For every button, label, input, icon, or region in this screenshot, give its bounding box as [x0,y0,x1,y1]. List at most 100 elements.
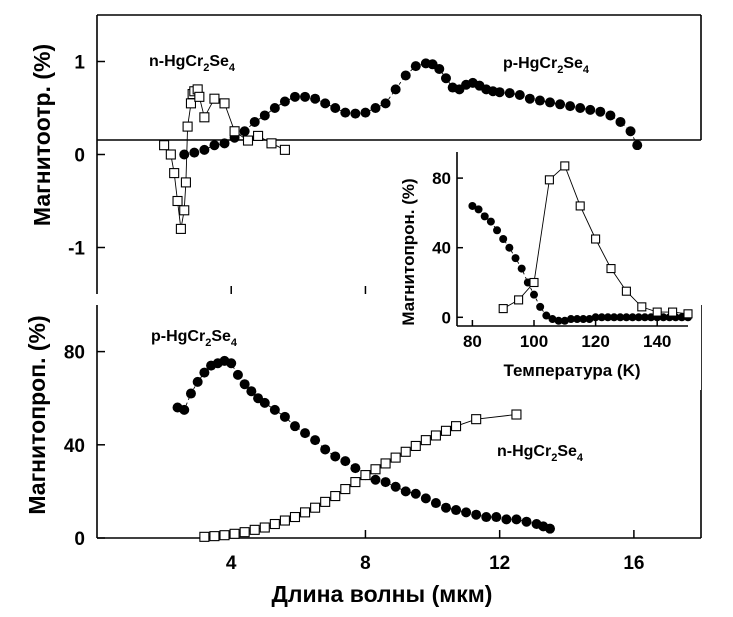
bottom-series-1-point-8 [279,515,290,526]
bottom-series-0-point-11 [246,386,257,397]
bottom-xtick-label-0: 4 [226,553,237,574]
top-series-1-point-15 [219,98,230,109]
bottom-series-1-point-25 [450,421,462,432]
top-series-1-point-14 [209,93,220,104]
bottom-series-0-point-33 [461,507,472,518]
bottom-series-0-point-9 [232,369,243,380]
bottom-series-0-point-1 [179,404,190,415]
inset-series-0-point-23 [610,313,619,322]
top-series-label-p-mid: Se [563,55,583,72]
top-series-1-point-5 [179,205,190,216]
bottom-ytick-label-1: 40 [64,436,85,457]
inset-series-0-point-0 [468,201,477,210]
inset-series-1-point-1 [514,295,524,305]
top-series-1-point-12 [194,91,205,102]
bottom-series-label-n-mid: Se [557,443,577,460]
top-series-0-point-39 [534,95,545,106]
bottom-series-0-point-26 [390,481,401,492]
bottom-series-label-p-sub1: 2 [205,337,211,349]
top-series-1-point-19 [266,138,277,149]
top-series-0-point-0 [179,149,190,160]
bottom-series-1-point-24 [440,425,452,436]
bottom-series-0-point-4 [199,367,210,378]
inset-series-1-point-3 [544,175,554,185]
inset-series-1-point-7 [606,264,616,274]
inset-xtick-label-3: 140 [643,332,671,351]
bottom-series-0-point-37 [501,514,512,525]
inset-x-axis-label: Температура (K) [503,361,640,380]
bottom-series-1-point-26 [471,414,482,425]
bottom-series-0-point-17 [300,428,311,439]
inset-series-0-point-4 [493,226,502,235]
inset-series-0-point-17 [573,315,582,324]
top-series-1-point-7 [182,121,193,132]
bottom-series-0-point-25 [380,477,391,488]
bottom-series-0-point-36 [491,512,502,523]
bottom-series-0-point-3 [192,376,203,387]
top-series-0-point-43 [575,103,586,113]
top-series-0-point-11 [289,91,300,102]
top-series-0-point-23 [410,61,421,72]
bottom-series-label-n-sub1: 2 [551,452,557,464]
bottom-series-1-point-14 [340,484,351,495]
top-series-0-point-17 [350,108,361,119]
inset-xtick-label-0: 80 [463,332,482,351]
top-series-1-point-20 [279,144,290,155]
top-series-1-point-16 [229,126,240,137]
bottom-series-1-point-7 [269,518,280,530]
bottom-series-0-point-19 [320,444,331,455]
bottom-series-label-n-sub2: 4 [577,452,584,464]
bottom-series-label-p: p-HgCr2Se4 [151,328,238,349]
bottom-series-0-point-35 [481,512,492,523]
bottom-series-1-point-19 [390,452,401,463]
top-series-1-point-3 [172,195,183,207]
inset-y-axis-label: Магнитопрон. (%) [399,178,418,325]
top-series-label-p-main: p-HgCr [503,55,557,72]
bottom-series-0-point-29 [420,493,431,504]
top-series-1-point-4 [175,223,186,234]
inset-series-0-point-21 [597,313,606,322]
bottom-series-1-point-23 [430,430,441,441]
top-series-0-point-42 [565,101,576,112]
bottom-series-0-point-32 [451,505,462,516]
bottom-series-label-p-main: p-HgCr [151,328,205,345]
bottom-series-0-point-15 [279,411,290,422]
bottom-series-0-point-38 [511,514,522,525]
inset-series-0-point-14 [554,316,563,325]
bottom-xtick-label-1: 8 [360,553,371,574]
bottom-series-0-point-42 [545,523,555,534]
inset-background [396,150,701,390]
top-series-0-point-47 [615,116,626,127]
bottom-series-1-point-10 [299,507,311,518]
top-series-1-point-18 [253,130,264,141]
inset-ytick-label-2: 80 [432,169,451,188]
bottom-ticks: 0 40 80 4 8 12 16 [64,343,645,574]
top-series-0-point-35 [494,87,505,98]
bottom-series-1-point-11 [310,502,321,513]
top-series-0-point-6 [239,126,250,137]
inset-series-0-point-7 [511,254,520,263]
bottom-series-1-point-9 [289,511,301,523]
inset-series-1-point-10 [652,307,662,317]
top-ytick-label-2: -1 [68,239,85,260]
inset-series-0-point-8 [517,264,526,273]
bottom-series-0-point-16 [289,421,300,432]
bottom-series-1-point-4 [239,527,250,538]
top-series-label-n-main: n-HgCr [149,53,203,70]
inset-series-1-point-12 [683,309,693,319]
top-series-0-point-49 [632,140,643,151]
inset-xtick-label-1: 100 [520,332,548,351]
bottom-series-0-point-39 [521,516,532,527]
inset-ytick-label-0: 0 [442,308,451,327]
top-series-0-point-20 [380,98,391,109]
bottom-series-0-point-21 [340,456,351,467]
bottom-series-0-point-22 [350,463,361,474]
bottom-series-0-point-8 [226,358,237,369]
top-series-0-point-9 [269,103,280,113]
bottom-series-0-point-14 [269,404,280,415]
top-series-0-point-4 [219,138,230,149]
bottom-series-1-point-1 [209,531,220,542]
top-series-0-point-16 [340,107,351,118]
inset-series-0-point-19 [585,315,594,324]
